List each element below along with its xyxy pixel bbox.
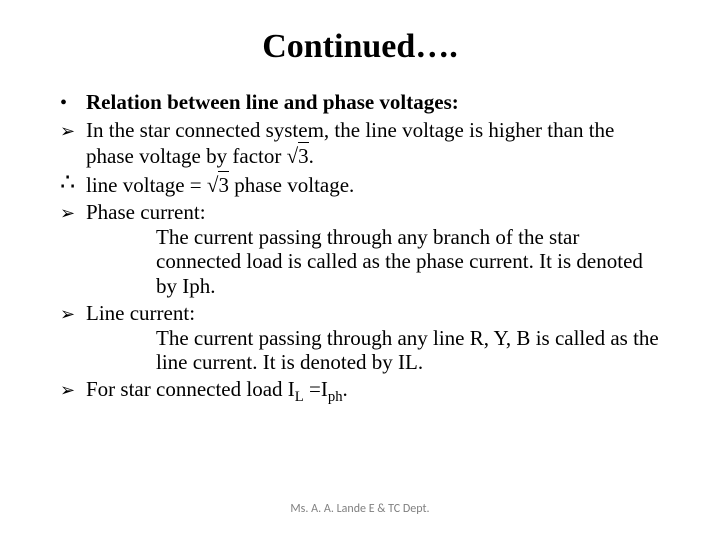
slide: Continued…. Relation between line and ph… <box>0 0 720 540</box>
star-load-text: For star connected load IL =Iph. <box>86 377 660 407</box>
bullet-item-star-voltage: In the star connected system, the line v… <box>60 118 660 170</box>
bullet-item-star-load: For star connected load IL =Iph. <box>60 377 660 407</box>
text-segment: line voltage = <box>86 173 207 197</box>
text-segment: phase voltage. <box>229 173 354 197</box>
arrow-bullet-icon <box>60 301 86 375</box>
sqrt-operand: 3 <box>218 171 229 198</box>
text-segment: In the star connected system, the line v… <box>86 118 614 169</box>
arrow-bullet-icon <box>60 200 86 299</box>
sqrt-expression: √3 <box>207 171 229 198</box>
subscript: L <box>295 389 304 405</box>
slide-content: Relation between line and phase voltages… <box>60 90 660 407</box>
arrow-bullet-icon <box>60 118 86 170</box>
subheading: Phase current: <box>86 200 206 224</box>
heading-text: Relation between line and phase voltages… <box>86 90 660 116</box>
disc-bullet-icon <box>60 90 86 116</box>
bullet-item-phase-current: Phase current: The current passing throu… <box>60 200 660 299</box>
arrow-bullet-icon <box>60 377 86 407</box>
slide-title: Continued…. <box>60 28 660 66</box>
bullet-item-line-current: Line current: The current passing throug… <box>60 301 660 375</box>
sqrt-expression: √3 <box>287 142 309 169</box>
sqrt-operand: 3 <box>298 142 309 169</box>
therefore-icon <box>60 171 86 198</box>
line-current-body: The current passing through any line R, … <box>86 326 660 376</box>
therefore-text: line voltage = √3 phase voltage. <box>86 171 660 198</box>
text-tail: . <box>343 377 348 401</box>
line-current-block: Line current: The current passing throug… <box>86 301 660 375</box>
bullet-item-heading: Relation between line and phase voltages… <box>60 90 660 116</box>
subscript: ph <box>328 389 343 405</box>
phase-current-block: Phase current: The current passing throu… <box>86 200 660 299</box>
therefore-line: line voltage = √3 phase voltage. <box>60 171 660 198</box>
text-tail: . <box>309 144 314 168</box>
phase-current-body: The current passing through any branch o… <box>86 225 660 299</box>
text-segment: For star connected load I <box>86 377 295 401</box>
slide-footer: Ms. A. A. Lande E & TC Dept. <box>0 502 720 516</box>
star-voltage-text: In the star connected system, the line v… <box>86 118 660 170</box>
subheading: Line current: <box>86 301 195 325</box>
text-segment: =I <box>304 377 328 401</box>
